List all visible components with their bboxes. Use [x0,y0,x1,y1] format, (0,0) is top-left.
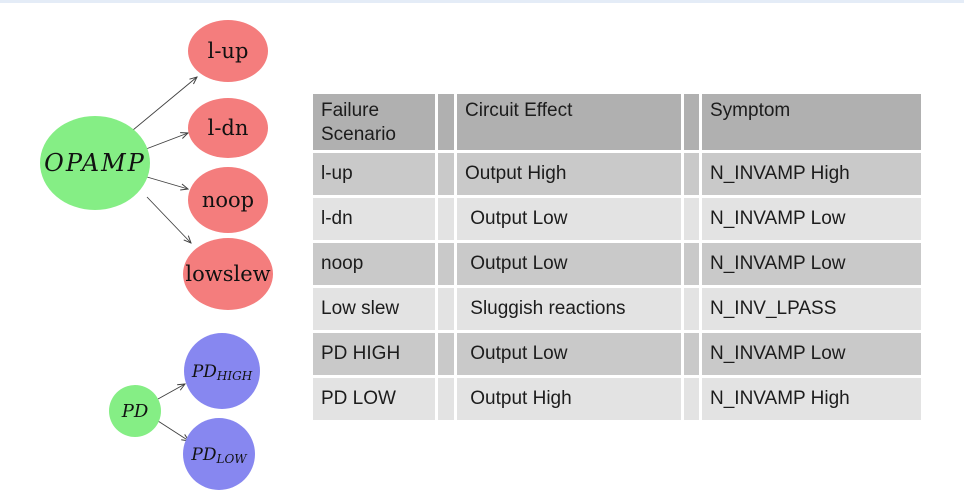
window-top-edge [0,0,964,3]
cell-failure-4: PD HIGH [313,333,435,375]
pd-high-label: PDHIGH [191,362,253,383]
header-spacer-2 [684,94,699,150]
cell-symptom-3: N_INV_LPASS [702,288,921,330]
cell-spacer [684,198,699,240]
header-circuit-effect: Circuit Effect [457,94,681,150]
noop-node [188,167,268,233]
edge-pd-pdlow [157,420,189,441]
opamp-node [40,116,150,210]
cell-failure-3: Low slew [313,288,435,330]
edge-opamp-ldn [145,133,188,150]
failure-symptom-table: Failure Scenario Circuit Effect Symptom … [313,94,921,420]
lowslew-node [183,238,273,310]
pd-high-label-sub: HIGH [216,369,253,383]
edge-opamp-lowslew [146,196,191,243]
cell-spacer [684,153,699,195]
cell-failure-0: l-up [313,153,435,195]
cell-failure-1: l-dn [313,198,435,240]
fault-tree-diagram: OPAMP l-up l-dn noop lowslew PD PDHIGH P… [0,0,310,492]
pd-low-label-main: PD [190,445,216,465]
pd-node [109,385,161,437]
noop-label: noop [202,188,254,212]
cell-failure-5: PD LOW [313,378,435,420]
l-up-node [188,20,268,82]
header-symptom: Symptom [702,94,921,150]
l-dn-label: l-dn [208,116,249,140]
cell-spacer [684,288,699,330]
cell-symptom-0: N_INVAMP High [702,153,921,195]
opamp-label: OPAMP [44,149,146,177]
cell-spacer [684,378,699,420]
cell-effect-4: Output Low [457,333,681,375]
pd-low-label-sub: LOW [215,452,248,466]
l-up-label: l-up [208,39,249,63]
cell-effect-1: Output Low [457,198,681,240]
edge-opamp-noop [146,176,188,189]
cell-spacer [438,288,454,330]
pd-high-node [184,333,260,409]
cell-failure-2: noop [313,243,435,285]
pd-high-label-main: PD [191,362,217,382]
lowslew-label: lowslew [185,262,270,286]
cell-effect-0: Output High [457,153,681,195]
l-dn-node [188,98,268,158]
pd-label: PD [121,401,149,422]
cell-symptom-5: N_INVAMP High [702,378,921,420]
fault-tree-svg: OPAMP l-up l-dn noop lowslew PD PDHIGH P… [40,20,273,490]
cell-symptom-4: N_INVAMP Low [702,333,921,375]
cell-spacer [684,243,699,285]
cell-spacer [438,153,454,195]
cell-spacer [438,243,454,285]
cell-symptom-1: N_INVAMP Low [702,198,921,240]
edge-pd-pdhigh [157,384,185,400]
header-failure-scenario: Failure Scenario [313,94,435,150]
cell-effect-3: Sluggish reactions [457,288,681,330]
cell-spacer [438,198,454,240]
cell-effect-5: Output High [457,378,681,420]
cell-effect-2: Output Low [457,243,681,285]
pd-low-node [183,418,255,490]
cell-spacer [438,378,454,420]
header-spacer-1 [438,94,454,150]
edge-opamp-lup [132,77,197,131]
cell-spacer [438,333,454,375]
cell-symptom-2: N_INVAMP Low [702,243,921,285]
pd-low-label: PDLOW [190,445,248,466]
cell-spacer [684,333,699,375]
